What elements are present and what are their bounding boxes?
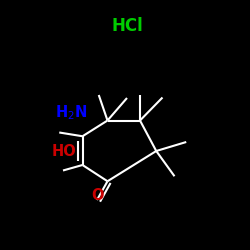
Text: HO: HO [52, 144, 76, 159]
Text: HCl: HCl [111, 17, 143, 35]
Text: O: O [91, 188, 103, 202]
Text: H$_2$N: H$_2$N [55, 104, 88, 122]
